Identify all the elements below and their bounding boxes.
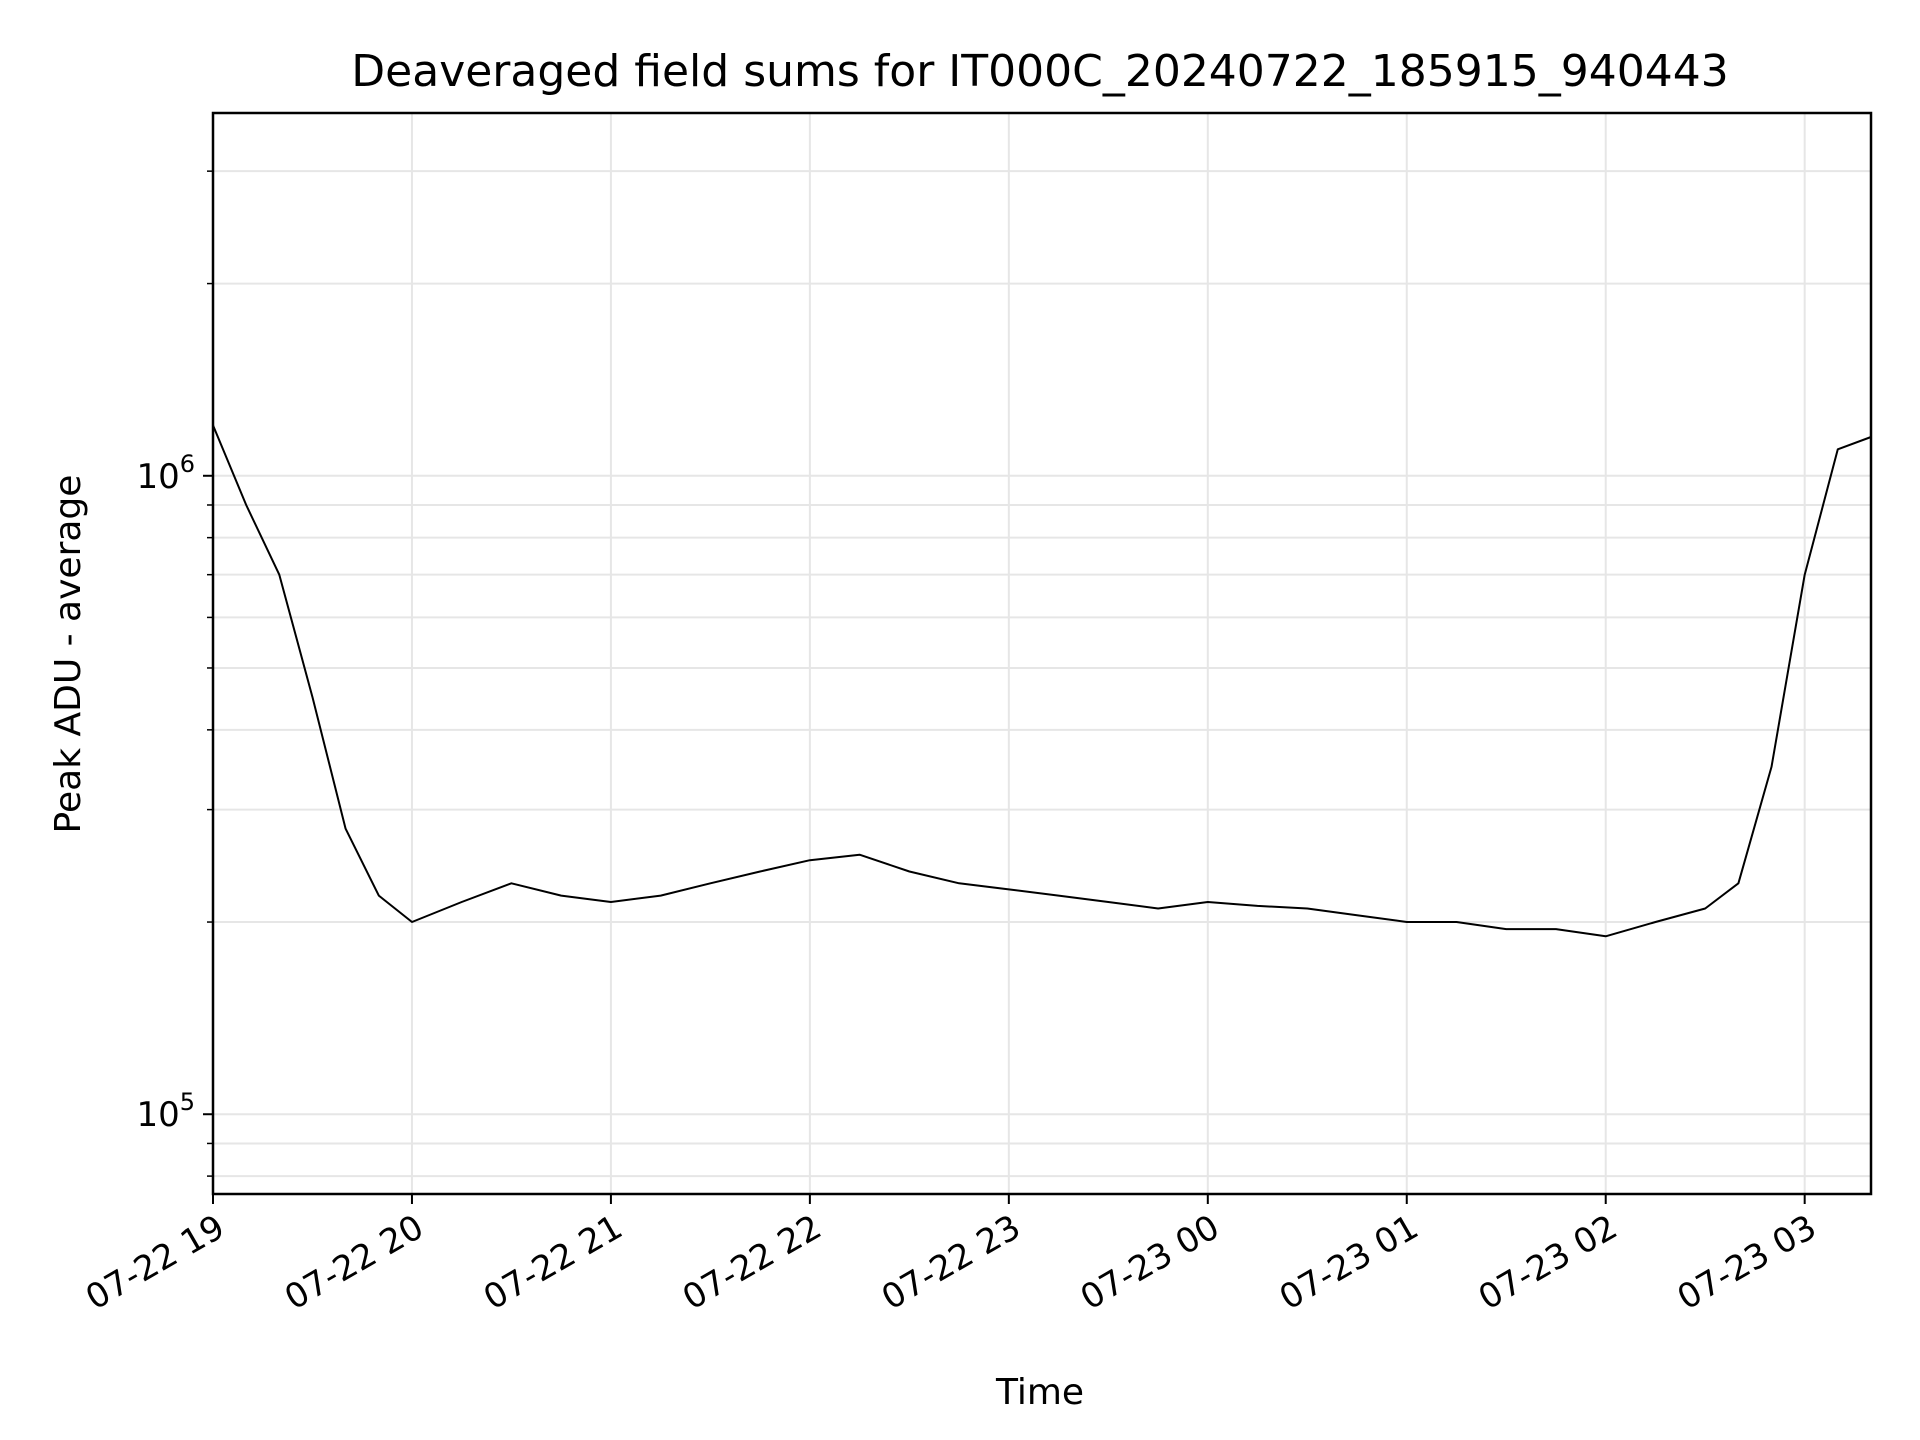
- x-tick-label: 07-22 22: [676, 1207, 828, 1318]
- x-tick-label: 07-23 00: [1074, 1207, 1226, 1318]
- x-tick-label: 07-23 01: [1273, 1207, 1425, 1318]
- plot-frame: [211, 111, 1873, 1196]
- grid: [212, 113, 1871, 1194]
- x-tick-label: 07-22 23: [875, 1207, 1027, 1318]
- y-tick-label: 105: [136, 1088, 195, 1135]
- series-line: [212, 424, 1872, 938]
- x-axis: 07-22 19 07-22 20 07-22 21 07-22 22 07-22 23…: [79, 1194, 1823, 1318]
- x-axis-label: Time: [995, 1372, 1084, 1413]
- chart-title: Deaveraged field sums for IT000C_2024072…: [351, 46, 1728, 97]
- y-axis: 105 106: [136, 170, 213, 1177]
- x-tick-label: 07-22 20: [278, 1207, 430, 1318]
- x-tick-label: 07-23 02: [1472, 1207, 1624, 1318]
- x-tick-label: 07-22 19: [79, 1207, 231, 1318]
- y-axis-label: Peak ADU - average: [48, 475, 89, 834]
- x-tick-label: 07-22 21: [477, 1207, 629, 1318]
- x-tick-label: 07-23 03: [1671, 1207, 1823, 1318]
- y-tick-label: 106: [136, 450, 195, 497]
- series-line-layer: [212, 424, 1872, 938]
